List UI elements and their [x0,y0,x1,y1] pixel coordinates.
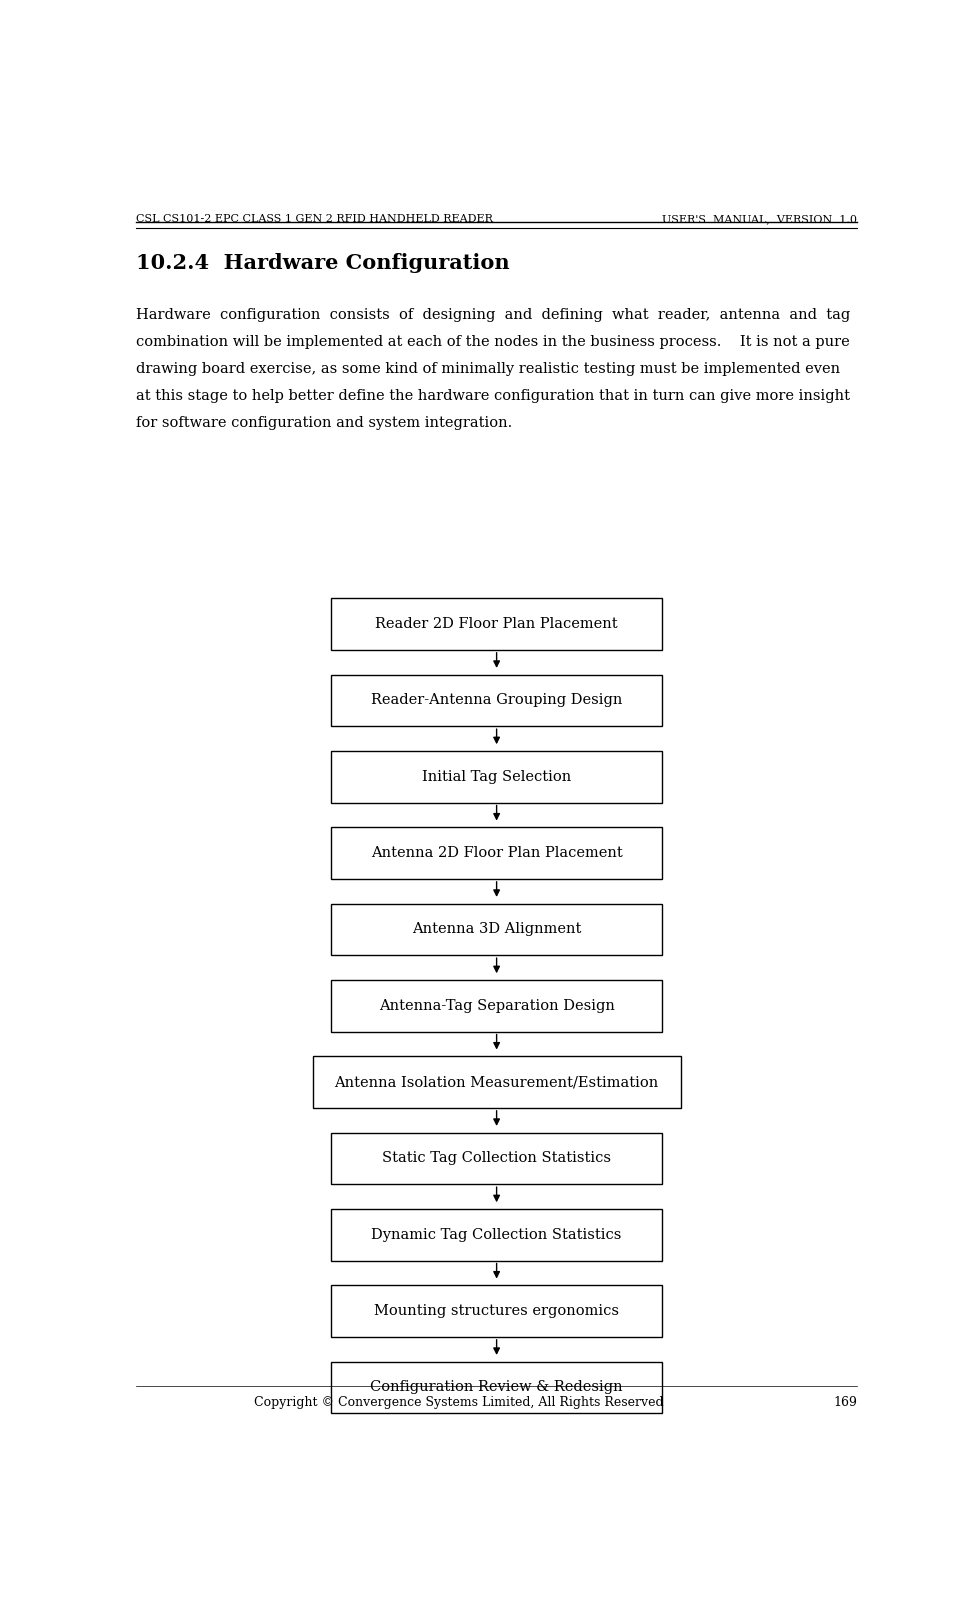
Text: Mounting structures ergonomics: Mounting structures ergonomics [374,1305,619,1318]
FancyBboxPatch shape [313,1057,680,1108]
Text: combination will be implemented at each of the nodes in the business process.   : combination will be implemented at each … [136,334,850,349]
FancyBboxPatch shape [331,1209,662,1260]
Text: 10.2.4  Hardware Configuration: 10.2.4 Hardware Configuration [136,253,510,273]
Text: USER'S  MANUAL,  VERSION  1.0: USER'S MANUAL, VERSION 1.0 [662,214,857,224]
Text: CSL CS101-2 EPC CLASS 1 GEN 2 RFID HANDHELD READER: CSL CS101-2 EPC CLASS 1 GEN 2 RFID HANDH… [136,214,493,224]
Text: Reader 2D Floor Plan Placement: Reader 2D Floor Plan Placement [375,617,618,632]
Text: Initial Tag Selection: Initial Tag Selection [422,769,572,784]
FancyBboxPatch shape [331,675,662,726]
FancyBboxPatch shape [331,903,662,955]
Text: Dynamic Tag Collection Statistics: Dynamic Tag Collection Statistics [371,1228,622,1242]
Text: Static Tag Collection Statistics: Static Tag Collection Statistics [382,1151,611,1166]
Text: Antenna Isolation Measurement/Estimation: Antenna Isolation Measurement/Estimation [334,1075,659,1089]
Text: at this stage to help better define the hardware configuration that in turn can : at this stage to help better define the … [136,389,850,403]
Text: 169: 169 [833,1396,857,1409]
Text: Antenna-Tag Separation Design: Antenna-Tag Separation Design [379,999,614,1012]
Text: drawing board exercise, as some kind of minimally realistic testing must be impl: drawing board exercise, as some kind of … [136,361,840,376]
Text: Copyright © Convergence Systems Limited, All Rights Reserved: Copyright © Convergence Systems Limited,… [254,1396,664,1409]
FancyBboxPatch shape [331,752,662,803]
FancyBboxPatch shape [331,980,662,1031]
Text: Antenna 3D Alignment: Antenna 3D Alignment [412,923,581,937]
FancyBboxPatch shape [331,1361,662,1414]
Text: for software configuration and system integration.: for software configuration and system in… [136,416,513,430]
FancyBboxPatch shape [331,1132,662,1185]
FancyBboxPatch shape [331,598,662,649]
Text: Reader-Antenna Grouping Design: Reader-Antenna Grouping Design [371,694,622,707]
Text: Antenna 2D Floor Plan Placement: Antenna 2D Floor Plan Placement [371,846,622,860]
FancyBboxPatch shape [331,1286,662,1337]
Text: Configuration Review & Redesign: Configuration Review & Redesign [370,1380,623,1394]
FancyBboxPatch shape [331,827,662,879]
Text: Hardware  configuration  consists  of  designing  and  defining  what  reader,  : Hardware configuration consists of desig… [136,307,851,321]
